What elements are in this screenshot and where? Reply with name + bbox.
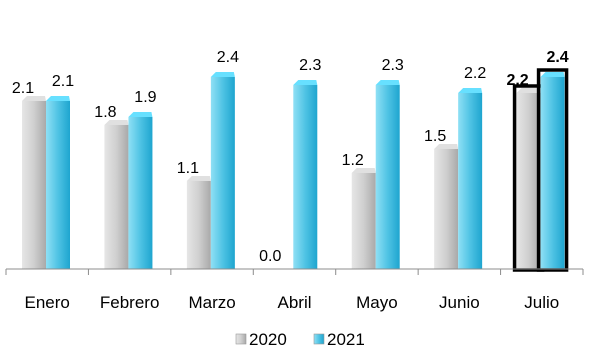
legend: 2020 2021	[235, 330, 365, 349]
category-label-junio: Junio	[439, 293, 480, 312]
value-label-2021-marzo: 2.4	[217, 49, 239, 66]
bar-2020-junio	[434, 144, 459, 269]
bar-2021-abril	[293, 80, 318, 269]
bar-2020-mayo	[351, 168, 376, 269]
bar-2021-julio	[540, 72, 565, 269]
value-label-2020-mayo: 1.2	[342, 152, 364, 169]
legend-label-2020: 2020	[249, 330, 287, 349]
legend-swatch-2021	[313, 333, 325, 345]
bar-2020-enero	[22, 96, 46, 269]
value-label-2021-mayo: 2.3	[382, 57, 404, 74]
category-label-julio: Julio	[524, 293, 559, 312]
legend-label-2021: 2021	[327, 330, 365, 349]
value-label-2020-marzo: 1.1	[177, 160, 199, 177]
category-label-febrero: Febrero	[100, 293, 160, 312]
value-label-2021-febrero: 1.9	[134, 89, 156, 106]
bar-2021-mayo	[375, 80, 400, 269]
value-label-2021-julio: 2.4	[546, 49, 568, 66]
highlight-outline-2021	[536, 68, 569, 272]
value-label-2020-enero: 2.1	[12, 80, 34, 97]
category-label-marzo: Marzo	[188, 293, 235, 312]
value-label-2021-abril: 2.3	[299, 57, 321, 74]
bar-2021-marzo	[210, 72, 235, 269]
value-label-2020-julio: 2.2	[506, 72, 528, 89]
bar-2021-febrero	[128, 112, 153, 269]
category-label-mayo: Mayo	[356, 293, 398, 312]
value-label-2020-abril: 0.0	[259, 248, 281, 265]
bar-2020-julio	[516, 88, 541, 269]
legend-swatch-2020	[235, 333, 247, 345]
category-label-enero: Enero	[25, 293, 70, 312]
value-label-2021-junio: 2.2	[464, 65, 486, 82]
category-label-abril: Abril	[277, 293, 311, 312]
value-label-2021-enero: 2.1	[52, 73, 74, 90]
value-label-2020-febrero: 1.8	[94, 104, 116, 121]
value-label-2020-junio: 1.5	[424, 128, 446, 145]
bar-2021-enero	[46, 96, 70, 269]
bar-2020-marzo	[186, 176, 211, 269]
bar-2020-febrero	[104, 120, 129, 269]
bar-2021-junio	[458, 88, 483, 269]
